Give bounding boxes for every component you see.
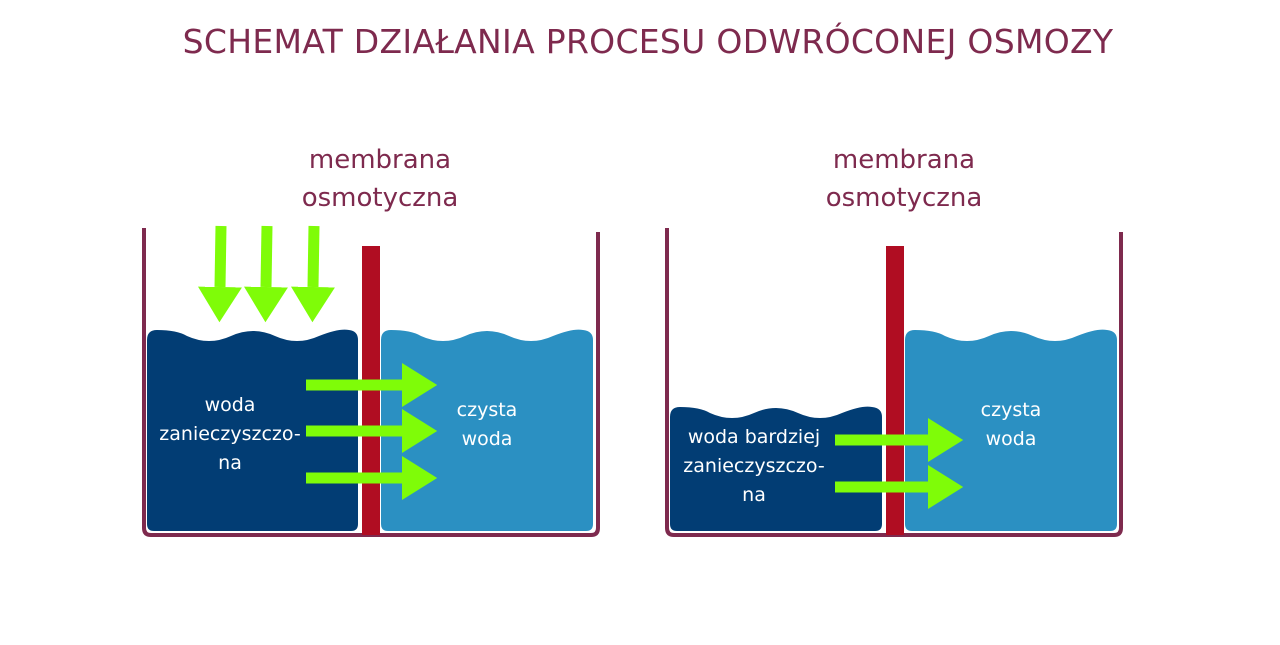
label-line: na	[742, 484, 766, 506]
label-line: czysta	[980, 399, 1042, 421]
flow-arrows-left	[306, 363, 438, 500]
right-panel	[665, 228, 1123, 537]
membrane-label-left: membrana osmotyczna	[250, 141, 510, 217]
flow-arrows-right	[835, 418, 964, 509]
diagram-title: SCHEMAT DZIAŁANIA PROCESU ODWRÓCONEJ OSM…	[182, 22, 1114, 61]
dirty-water-right	[670, 406, 882, 531]
label-line: woda bardziej	[687, 426, 821, 448]
dirty-water-label-left: woda zanieczyszczo- na	[140, 391, 320, 478]
dirty-water-left	[147, 329, 358, 531]
pressure-arrow	[291, 225, 335, 323]
pressure-arrows	[198, 225, 335, 323]
membrane-label-line: membrana	[832, 145, 976, 175]
membrane-right	[886, 246, 904, 535]
label-line: zanieczyszczo-	[683, 455, 825, 477]
pressure-arrow	[244, 225, 288, 323]
label-line: zanieczyszczo-	[159, 423, 301, 445]
pressure-arrow	[198, 225, 242, 323]
membrane-label-line: osmotyczna	[825, 183, 983, 213]
label-line: woda	[204, 394, 256, 416]
label-line: na	[218, 452, 242, 474]
membrane-label-line: membrana	[308, 145, 452, 175]
clean-water-label-right: czysta woda	[941, 396, 1081, 454]
membrane-label-right: membrana osmotyczna	[774, 141, 1034, 217]
dirty-water-label-right: woda bardziej zanieczyszczo- na	[664, 423, 844, 510]
label-line: woda	[461, 428, 513, 450]
clean-water-label-left: czysta woda	[417, 396, 557, 454]
label-line: czysta	[456, 399, 518, 421]
label-line: woda	[985, 428, 1037, 450]
membrane-label-line: osmotyczna	[301, 183, 459, 213]
left-panel	[142, 225, 600, 537]
